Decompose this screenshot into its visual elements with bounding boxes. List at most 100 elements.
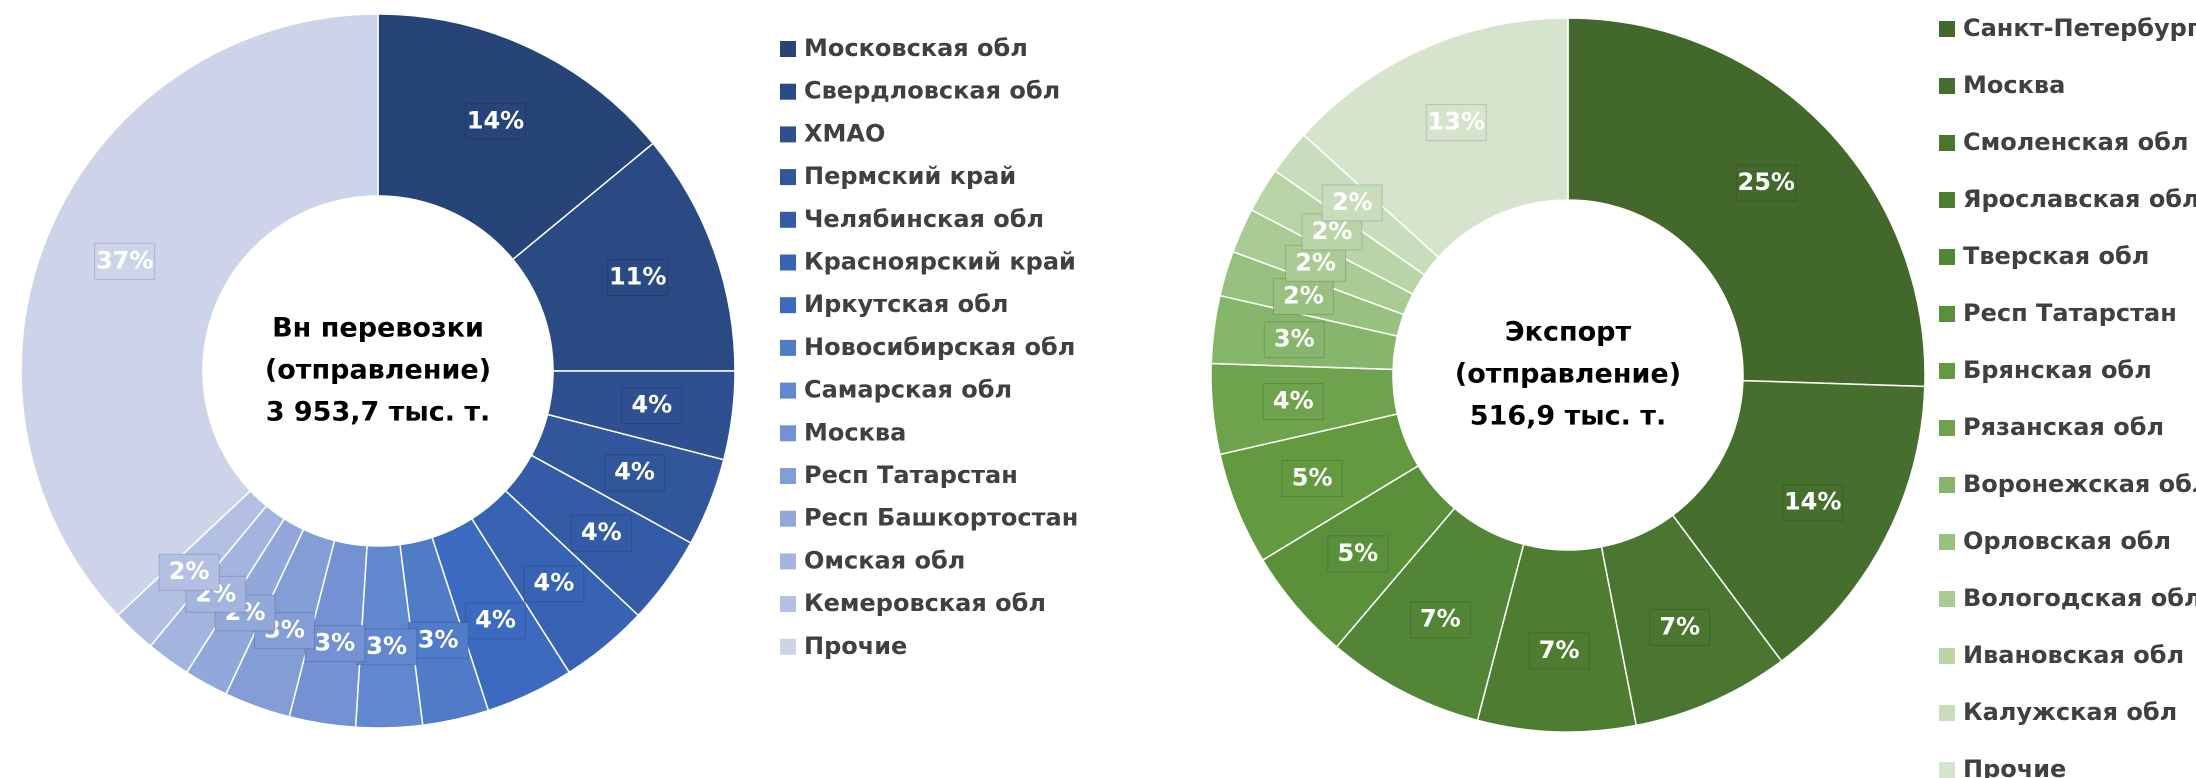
legend-text: Санкт-Петербург <box>1963 14 2196 42</box>
label-box <box>465 102 527 140</box>
label-box <box>607 259 669 297</box>
legend-swatch <box>1939 306 1955 322</box>
value-label: 4% <box>631 391 672 419</box>
legend-swatch <box>1939 363 1955 379</box>
label-box <box>1263 321 1325 359</box>
donut-slice <box>20 13 379 617</box>
label-box <box>621 387 683 425</box>
donut-slice <box>1567 17 1926 388</box>
legend-text: Ярославская обл <box>1963 185 2196 213</box>
label-box <box>465 602 527 640</box>
value-label: 14% <box>467 106 524 134</box>
value-label: 4% <box>475 606 516 634</box>
legend-swatch <box>1939 78 1955 94</box>
donut-slice <box>511 142 736 372</box>
value-label: 2% <box>1312 217 1353 245</box>
legend-text: Орловская обл <box>1963 527 2171 555</box>
legend-swatch <box>780 126 796 143</box>
legend-text: Пермский край <box>804 162 1016 190</box>
legend-text: Самарская обл <box>804 376 1012 404</box>
donut-chart: 14%11%4%4%4%4%4%3%3%3%3%2%2%2%37%Вн пере… <box>20 13 1078 729</box>
value-label: 2% <box>1332 188 1373 216</box>
value-label: 2% <box>1283 281 1324 309</box>
legend-swatch <box>780 510 796 527</box>
value-label: 3% <box>418 625 459 653</box>
label-box <box>570 514 632 552</box>
legend-swatch <box>780 468 796 484</box>
label-box <box>407 621 469 659</box>
legend-text: Воронежская обл <box>1963 470 2196 498</box>
legend-swatch <box>1939 192 1955 208</box>
legend-swatch <box>1939 705 1955 721</box>
legend-swatch <box>780 425 796 442</box>
legend-swatch <box>1939 21 1955 37</box>
label-box <box>94 242 156 280</box>
legend-swatch <box>1939 135 1955 151</box>
legend-swatch <box>780 211 796 228</box>
legend-text: Кемеровская обл <box>804 589 1046 617</box>
label-box <box>158 553 220 591</box>
legend-swatch <box>1939 420 1955 436</box>
legend-swatch <box>780 553 796 570</box>
value-label: 2% <box>1295 248 1336 276</box>
value-label: 7% <box>1420 605 1461 633</box>
value-label: 4% <box>581 518 622 546</box>
legend-text: Москва <box>1963 71 2065 99</box>
legend-text: Ивановская обл <box>1963 641 2184 669</box>
legend-text: Челябинская обл <box>804 205 1044 233</box>
legend-text: Респ Татарстан <box>804 461 1018 489</box>
legend-swatch <box>780 638 796 655</box>
legend-swatch <box>1939 477 1955 493</box>
value-label: 4% <box>614 458 655 486</box>
legend-swatch <box>780 297 796 314</box>
value-label: 4% <box>1273 387 1314 415</box>
legend-text: Свердловская обл <box>804 77 1060 105</box>
center-text: (отправление) <box>1455 359 1681 390</box>
label-box <box>523 565 585 603</box>
value-label: 3% <box>366 632 407 660</box>
value-label: 11% <box>609 263 666 291</box>
center-text: Вн перевозки <box>272 313 484 344</box>
center-text: Экспорт <box>1505 317 1632 348</box>
legend-text: Новосибирская обл <box>804 333 1075 361</box>
value-label: 5% <box>1292 464 1333 492</box>
legend-text: Вологодская обл <box>1963 584 2196 612</box>
legend-text: Москва <box>804 418 906 446</box>
legend-text: Смоленская обл <box>1963 128 2188 156</box>
label-box <box>1425 104 1487 142</box>
legend-text: Омская обл <box>804 546 965 574</box>
legend-swatch <box>780 41 796 57</box>
donut-chart: 25%14%7%7%7%5%5%4%3%2%2%2%2%13%Экспорт(о… <box>1210 14 2196 778</box>
legend-swatch <box>780 169 796 186</box>
legend-swatch <box>1939 534 1955 550</box>
legend-swatch <box>1939 762 1955 778</box>
legend-text: Респ Татарстан <box>1963 299 2177 327</box>
legend-text: Иркутская обл <box>804 290 1008 318</box>
label-box <box>1735 164 1797 202</box>
label-box <box>1409 601 1471 639</box>
center-text: 516,9 тыс. т. <box>1470 401 1666 432</box>
legend-swatch <box>780 254 796 271</box>
value-label: 4% <box>534 569 575 597</box>
legend-text: Рязанская обл <box>1963 413 2164 441</box>
legend-text: Московская обл <box>804 34 1028 62</box>
value-label: 3% <box>314 629 355 657</box>
label-box <box>1649 608 1711 646</box>
label-box <box>604 454 666 492</box>
value-label: 5% <box>1337 539 1378 567</box>
value-label: 25% <box>1738 168 1795 196</box>
legend-swatch <box>1939 591 1955 607</box>
legend-text: Прочие <box>804 632 907 660</box>
legend-swatch <box>780 596 796 613</box>
legend-text: Брянская обл <box>1963 356 2152 384</box>
value-label: 13% <box>1428 108 1485 136</box>
value-label: 7% <box>1539 636 1580 664</box>
value-label: 7% <box>1659 612 1700 640</box>
legend-swatch <box>780 83 796 100</box>
legend-text: Калужская обл <box>1963 698 2177 726</box>
legend-swatch <box>1939 648 1955 664</box>
label-box <box>1281 460 1343 498</box>
legend-text: Прочие <box>1963 755 2066 778</box>
donut-slice <box>1671 379 1926 663</box>
